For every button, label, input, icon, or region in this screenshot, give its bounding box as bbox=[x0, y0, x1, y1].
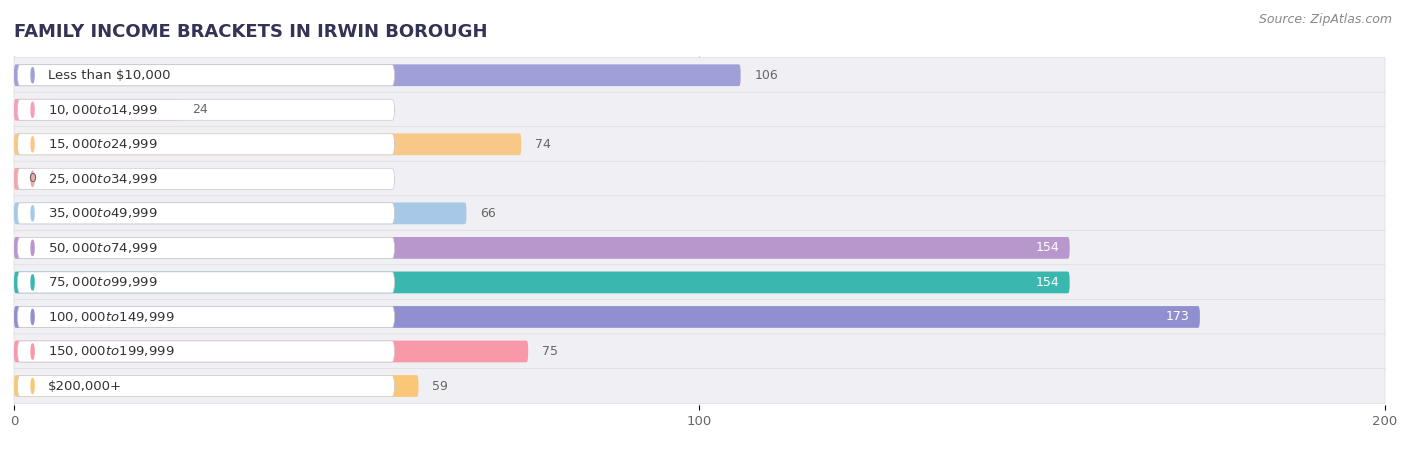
FancyBboxPatch shape bbox=[14, 306, 1199, 328]
Text: FAMILY INCOME BRACKETS IN IRWIN BOROUGH: FAMILY INCOME BRACKETS IN IRWIN BOROUGH bbox=[14, 23, 488, 41]
FancyBboxPatch shape bbox=[14, 133, 522, 155]
FancyBboxPatch shape bbox=[14, 341, 529, 362]
Text: 66: 66 bbox=[481, 207, 496, 220]
FancyBboxPatch shape bbox=[17, 341, 395, 362]
FancyBboxPatch shape bbox=[14, 168, 35, 190]
FancyBboxPatch shape bbox=[17, 99, 395, 120]
Circle shape bbox=[31, 206, 34, 221]
FancyBboxPatch shape bbox=[14, 99, 179, 121]
Circle shape bbox=[31, 275, 34, 290]
FancyBboxPatch shape bbox=[14, 127, 1385, 162]
Text: 59: 59 bbox=[432, 379, 449, 392]
FancyBboxPatch shape bbox=[14, 271, 1070, 293]
Circle shape bbox=[31, 309, 34, 324]
FancyBboxPatch shape bbox=[14, 230, 1385, 266]
FancyBboxPatch shape bbox=[14, 92, 1385, 127]
FancyBboxPatch shape bbox=[17, 375, 395, 396]
FancyBboxPatch shape bbox=[17, 306, 395, 328]
FancyBboxPatch shape bbox=[14, 202, 467, 224]
FancyBboxPatch shape bbox=[14, 334, 1385, 369]
FancyBboxPatch shape bbox=[14, 237, 1070, 259]
FancyBboxPatch shape bbox=[14, 196, 1385, 231]
FancyBboxPatch shape bbox=[17, 134, 395, 155]
FancyBboxPatch shape bbox=[17, 272, 395, 293]
Circle shape bbox=[31, 102, 34, 117]
FancyBboxPatch shape bbox=[17, 238, 395, 258]
Text: $35,000 to $49,999: $35,000 to $49,999 bbox=[48, 207, 157, 220]
Text: $15,000 to $24,999: $15,000 to $24,999 bbox=[48, 137, 157, 151]
FancyBboxPatch shape bbox=[17, 65, 395, 86]
Text: $100,000 to $149,999: $100,000 to $149,999 bbox=[48, 310, 174, 324]
Text: $10,000 to $14,999: $10,000 to $14,999 bbox=[48, 103, 157, 117]
Text: 154: 154 bbox=[1036, 276, 1059, 289]
FancyBboxPatch shape bbox=[14, 299, 1385, 334]
Text: 74: 74 bbox=[534, 138, 551, 151]
Text: 75: 75 bbox=[541, 345, 558, 358]
Circle shape bbox=[31, 137, 34, 152]
FancyBboxPatch shape bbox=[17, 203, 395, 224]
Text: 0: 0 bbox=[28, 172, 35, 185]
Text: $75,000 to $99,999: $75,000 to $99,999 bbox=[48, 275, 157, 289]
FancyBboxPatch shape bbox=[14, 375, 419, 397]
Circle shape bbox=[31, 68, 34, 83]
Text: Source: ZipAtlas.com: Source: ZipAtlas.com bbox=[1258, 14, 1392, 27]
FancyBboxPatch shape bbox=[14, 64, 741, 86]
Text: Less than $10,000: Less than $10,000 bbox=[48, 69, 172, 82]
Circle shape bbox=[31, 240, 34, 256]
Text: 154: 154 bbox=[1036, 241, 1059, 254]
Circle shape bbox=[31, 378, 34, 394]
Circle shape bbox=[31, 171, 34, 186]
Text: $200,000+: $200,000+ bbox=[48, 379, 122, 392]
Text: 173: 173 bbox=[1166, 310, 1189, 324]
Text: $25,000 to $34,999: $25,000 to $34,999 bbox=[48, 172, 157, 186]
Text: $150,000 to $199,999: $150,000 to $199,999 bbox=[48, 345, 174, 359]
FancyBboxPatch shape bbox=[14, 369, 1385, 404]
FancyBboxPatch shape bbox=[14, 161, 1385, 197]
Text: 106: 106 bbox=[754, 69, 778, 82]
FancyBboxPatch shape bbox=[14, 265, 1385, 300]
FancyBboxPatch shape bbox=[14, 58, 1385, 93]
Text: 24: 24 bbox=[193, 103, 208, 116]
Text: $50,000 to $74,999: $50,000 to $74,999 bbox=[48, 241, 157, 255]
FancyBboxPatch shape bbox=[17, 168, 395, 189]
Circle shape bbox=[31, 344, 34, 359]
